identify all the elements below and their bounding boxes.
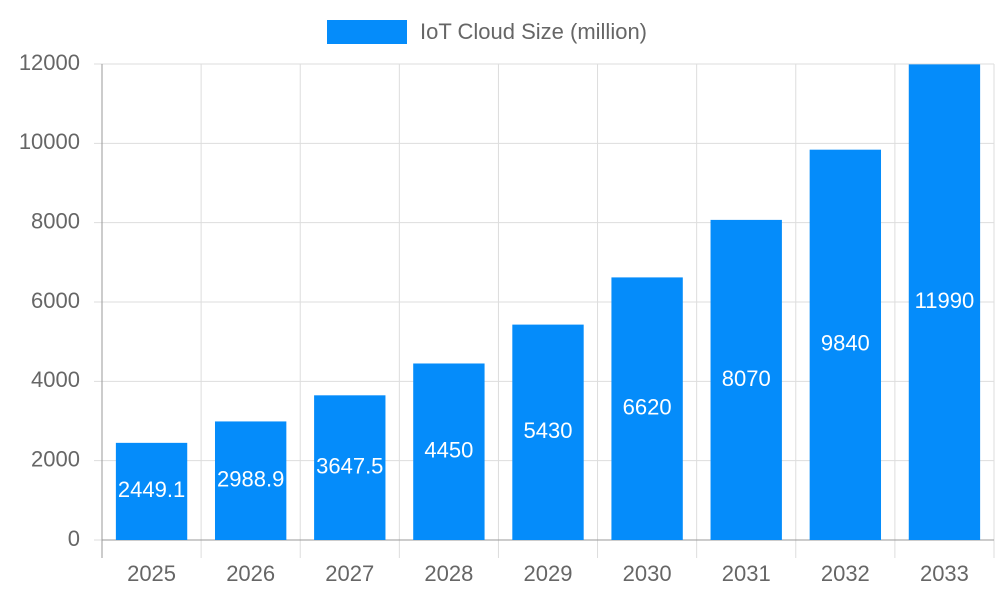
data-label: 3647.5 [316, 453, 383, 478]
data-label: 4450 [424, 438, 473, 463]
y-tick-label: 8000 [31, 208, 80, 233]
x-tick-label: 2031 [722, 561, 771, 586]
y-tick-label: 10000 [19, 129, 80, 154]
bar [512, 324, 584, 540]
bar [809, 149, 882, 540]
y-tick-label: 0 [68, 526, 80, 551]
data-label: 8070 [722, 366, 771, 391]
bar [611, 277, 683, 540]
data-label: 2988.9 [217, 467, 284, 492]
y-tick-label: 4000 [31, 367, 80, 392]
bar [710, 219, 782, 540]
x-tick-label: 2028 [424, 561, 473, 586]
data-label: 2449.1 [118, 477, 185, 502]
x-tick-label: 2033 [920, 561, 969, 586]
legend-swatch [327, 20, 407, 44]
y-tick-label: 12000 [19, 50, 80, 75]
bar [413, 363, 485, 540]
bar [214, 421, 287, 540]
data-label: 9840 [821, 331, 870, 356]
data-label: 6620 [623, 395, 672, 420]
x-tick-label: 2025 [127, 561, 176, 586]
y-tick-label: 2000 [31, 446, 80, 471]
x-tick-label: 2030 [623, 561, 672, 586]
y-tick-label: 6000 [31, 288, 80, 313]
x-tick-label: 2027 [325, 561, 374, 586]
data-label: 11990 [915, 288, 975, 313]
data-label: 5430 [524, 418, 573, 443]
x-tick-label: 2029 [524, 561, 573, 586]
x-tick-label: 2032 [821, 561, 870, 586]
bar [314, 395, 386, 540]
x-tick-label: 2026 [226, 561, 275, 586]
legend-label: IoT Cloud Size (million) [420, 19, 647, 44]
bar [115, 442, 188, 540]
bar [908, 64, 981, 540]
